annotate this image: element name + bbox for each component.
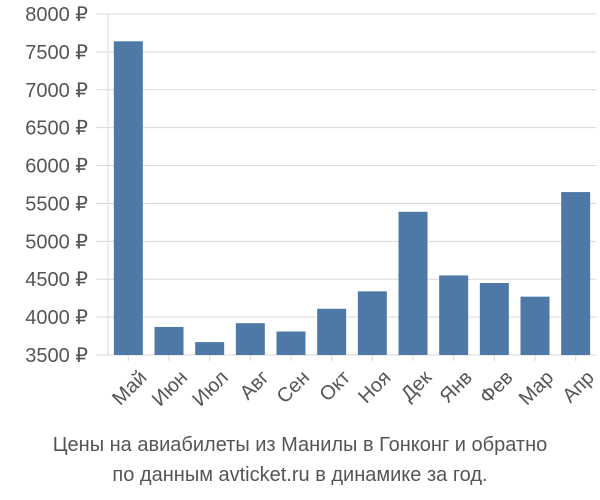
y-tick-label: 8000 ₽ [25, 4, 88, 26]
x-tick-label: Дек [397, 366, 436, 405]
bar [235, 323, 265, 355]
bar [479, 283, 509, 355]
x-tick-label: Авг [236, 367, 274, 405]
bar-chart: 3500 ₽ 4000 ₽ 4500 ₽ 5000 ₽ 5500 ₽ 6000 ₽ 6500… [25, 4, 599, 411]
bar [357, 291, 387, 355]
chart-caption-line-1: Цены на авиабилеты из Манилы в Гонконг и… [52, 434, 548, 456]
x-tick-label: Фев [476, 367, 518, 409]
chart-caption-line-2: по данным avticket.ru в динамике за год. [112, 464, 488, 486]
bar [520, 296, 550, 355]
bar [113, 41, 143, 355]
x-tick-label: Окт [315, 367, 354, 406]
y-tick-label: 6000 ₽ [25, 156, 88, 178]
bar [439, 275, 469, 355]
x-tick-label: Июл [189, 367, 233, 411]
y-tick-label: 7000 ₽ [25, 80, 88, 102]
y-tick-label: 6500 ₽ [25, 118, 88, 140]
bar [398, 211, 428, 355]
x-tick-label: Мар [515, 367, 558, 410]
grid-lines [96, 13, 596, 356]
y-tick-label: 7500 ₽ [25, 42, 88, 64]
y-tick-label: 3500 ₽ [25, 345, 88, 367]
y-tick-label: 4500 ₽ [25, 269, 88, 291]
x-tick-label: Май [108, 367, 151, 410]
y-tick-label: 5500 ₽ [25, 193, 88, 215]
y-tick-label: 4000 ₽ [25, 307, 88, 329]
y-axis-ticks: 3500 ₽ 4000 ₽ 4500 ₽ 5000 ₽ 5500 ₽ 6000 ₽ 6500… [25, 4, 88, 367]
y-tick-label: 5000 ₽ [25, 231, 88, 253]
bar [195, 342, 225, 355]
x-tick-label: Сен [273, 367, 314, 408]
bar [276, 331, 306, 355]
bar [561, 192, 591, 355]
bar [154, 326, 184, 355]
x-tick-label: Апр [558, 367, 599, 408]
x-tick-label: Янв [436, 367, 477, 408]
x-tick-label: Ноя [354, 367, 395, 408]
bars [113, 41, 591, 355]
bar [317, 308, 347, 355]
x-tick-label: Июн [148, 367, 192, 411]
